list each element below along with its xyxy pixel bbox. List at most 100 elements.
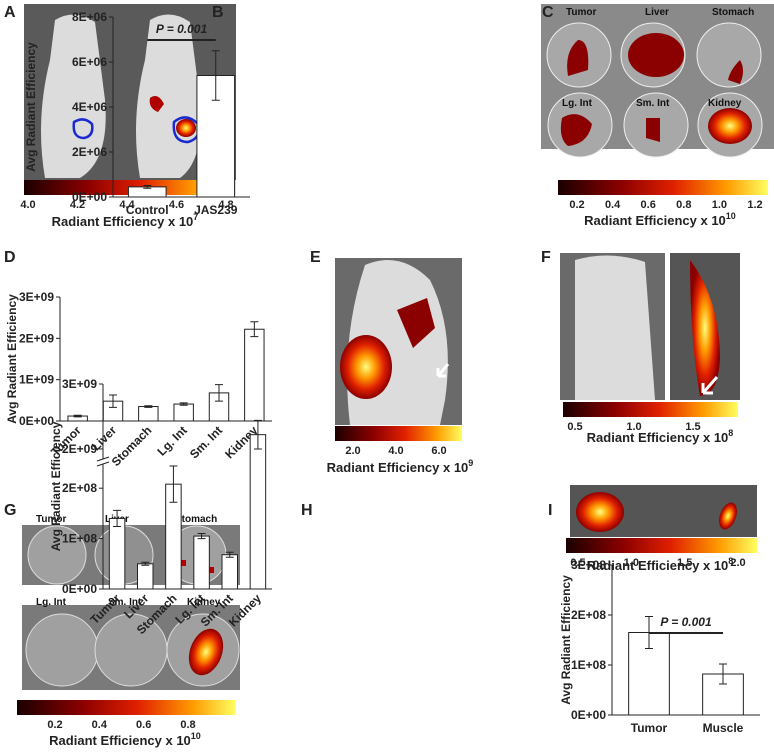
image-label: Liver: [645, 7, 669, 18]
p-value: P = 0.001: [660, 615, 712, 629]
axis-break: [96, 456, 110, 467]
bar: [173, 403, 194, 422]
error-bar: [253, 419, 262, 450]
colorbar-tick-label: 4.0: [20, 199, 35, 211]
error-bar: [179, 402, 188, 406]
colorbar-tick-label: 0.2: [47, 719, 62, 731]
y-axis-label: Avg Radiant Efficiency: [49, 421, 63, 551]
colorbar-tick-label: 0.6: [641, 199, 656, 211]
error-bar: [113, 509, 122, 528]
y-tick-label: 0E+00: [62, 582, 97, 596]
error-bar: [144, 405, 153, 408]
colorbar-label-text: Radiant Efficiency x 10: [584, 213, 726, 228]
bar: [193, 535, 210, 590]
y-tick-label: 3E+09: [19, 290, 54, 304]
panel-label: B: [212, 4, 224, 21]
colorbar-label: Radiant Efficiency x 108: [587, 428, 734, 445]
colorbar-tick-label: 1.0: [712, 199, 727, 211]
colorbar-exponent: 10: [726, 211, 736, 221]
y-tick-label: 1E+08: [62, 532, 97, 546]
colorbar-tick-label: 2.0: [345, 445, 360, 457]
image-label: Sm. Int: [636, 98, 670, 109]
y-tick-label: 8E+06: [72, 10, 107, 24]
colorbar-tick-label: 4.4: [119, 199, 135, 211]
error-bar: [215, 384, 223, 402]
colorbar-label: Radiant Efficiency x 109: [327, 458, 474, 475]
colorbar-label: Radiant Efficiency x 1010: [49, 731, 201, 748]
y-tick-label: 3E+08: [571, 558, 606, 572]
bar: [196, 75, 236, 198]
colorbar-exponent: 7: [193, 212, 198, 222]
panel-label: A: [4, 4, 16, 21]
panel-label: F: [541, 249, 551, 266]
colorbar-tick-label: 1.5: [677, 557, 692, 569]
image-label: Tumor: [566, 7, 596, 18]
colorbar-tick-label: 0.6: [136, 719, 151, 731]
bar: [221, 554, 238, 590]
x-tick-label: Lg. Int: [154, 423, 189, 458]
colorbar-label-text: Radiant Efficiency x 10: [52, 214, 194, 229]
y-tick-label: 3E+09: [62, 377, 97, 391]
x-tick-label: Control: [126, 203, 169, 217]
colorbar-tick-label: 4.2: [70, 199, 85, 211]
image-f: [560, 253, 740, 400]
colorbar-tick-label: 0.2: [569, 199, 584, 211]
image-label: Stomach: [175, 514, 217, 525]
colorbar-exponent: 8: [728, 556, 733, 566]
image-label: Sm. Int: [108, 597, 142, 608]
y-tick-label: 6E+06: [72, 55, 107, 69]
colorbar-tick-label: 1.0: [624, 557, 639, 569]
y-axis-label: Avg Radiant Efficiency: [5, 294, 19, 424]
axis-break: [97, 459, 109, 464]
bar: [244, 328, 265, 422]
error-bar: [211, 50, 220, 101]
error-bar: [169, 465, 178, 503]
panel-label: I: [548, 502, 552, 519]
y-axis-label: Avg Radiant Efficiency: [559, 575, 573, 705]
error-bar: [719, 663, 727, 685]
panel-label: E: [310, 249, 321, 266]
y-tick-label: 1E+08: [571, 658, 606, 672]
image-i: [570, 485, 757, 537]
error-bar: [143, 185, 152, 189]
colorbar-tick-label: 6.0: [431, 445, 446, 457]
colorbar: [566, 538, 757, 553]
panel-label: D: [4, 249, 16, 266]
bar: [702, 673, 744, 716]
colorbar-label-text: Radiant Efficiency x 10: [327, 460, 469, 475]
colorbar-label: Radiant Efficiency x 1010: [584, 211, 736, 228]
colorbar-label-text: Radiant Efficiency x 10: [587, 430, 729, 445]
y-tick-label: 2E+06: [72, 145, 107, 159]
bar: [249, 434, 267, 590]
colorbar-tick-label: 2.0: [730, 557, 745, 569]
error-bar: [250, 321, 259, 338]
y-tick-label: 2E+08: [62, 481, 97, 495]
x-tick-label: JAS239: [194, 203, 238, 217]
colorbar-tick-label: 0.5: [570, 557, 585, 569]
colorbar-tick-label: 0.4: [605, 199, 621, 211]
image-label: Kidney: [708, 98, 742, 109]
colorbar-tick-label: 1.0: [626, 421, 641, 433]
image-label: Lg. Int: [36, 597, 67, 608]
colorbar-label-text: Radiant Efficiency x 10: [587, 558, 729, 573]
bar: [138, 406, 159, 422]
error-bar: [197, 533, 206, 540]
colorbar: [563, 402, 738, 417]
p-value: P = 0.001: [156, 22, 208, 36]
colorbar-tick-label: 0.5: [567, 421, 582, 433]
colorbar-label: Radiant Efficiency x 107: [52, 212, 199, 229]
colorbar-tick-label: 0.4: [92, 719, 108, 731]
y-tick-label: 2E+09: [62, 442, 97, 456]
y-axis-label: Avg Radiant Efficiency: [24, 42, 38, 172]
error-bar: [73, 414, 82, 418]
error-bar: [109, 394, 117, 408]
image-label: Kidney: [187, 597, 221, 608]
error-bar: [225, 551, 234, 558]
colorbar-tick-label: 1.5: [685, 421, 700, 433]
panel-label: G: [4, 502, 16, 519]
colorbar-tick-label: 4.0: [388, 445, 403, 457]
y-tick-label: 2E+08: [571, 608, 606, 622]
panel-label: H: [301, 502, 313, 519]
image-e: [335, 258, 462, 425]
